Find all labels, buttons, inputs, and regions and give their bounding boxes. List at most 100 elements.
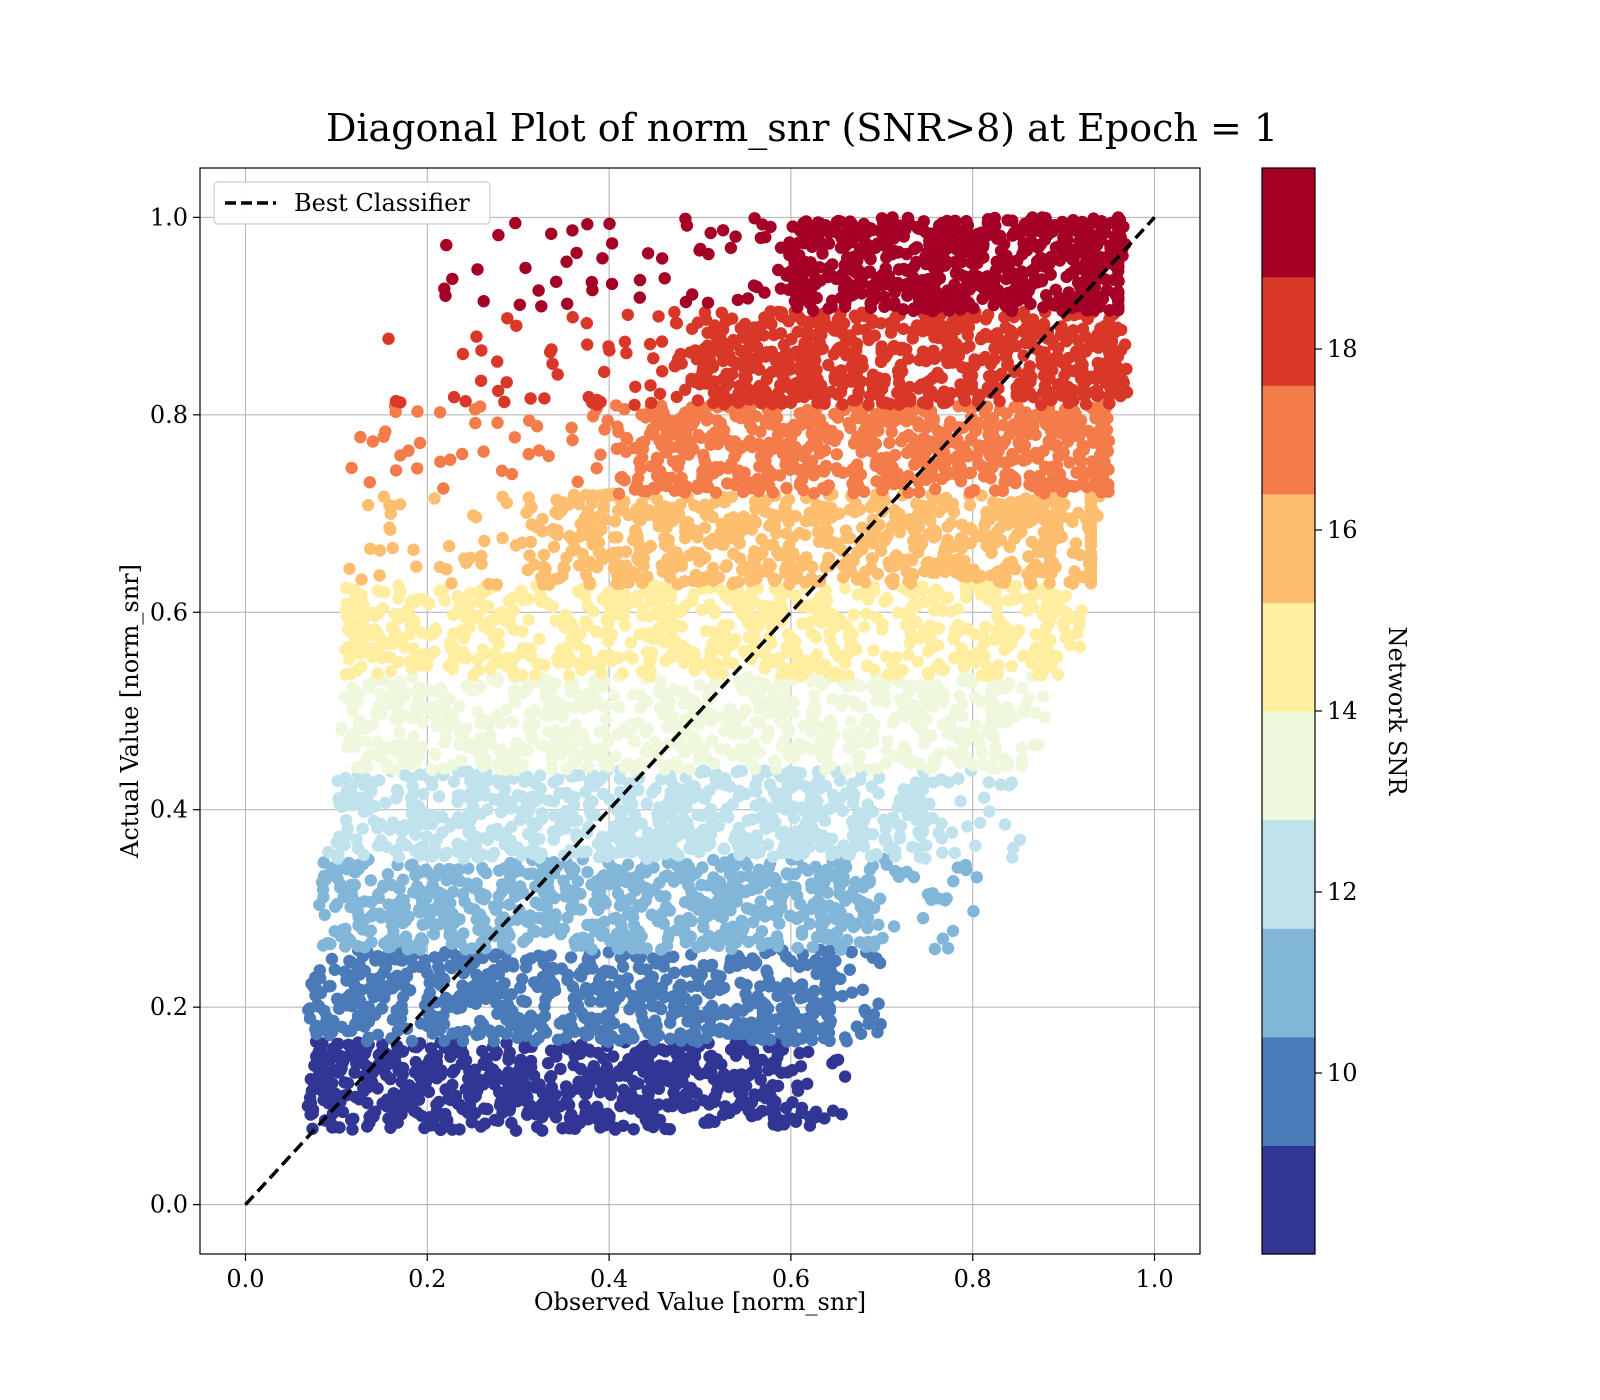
- scatter-point: [380, 1100, 393, 1113]
- scatter-point: [886, 811, 900, 824]
- scatter-point: [516, 536, 529, 549]
- scatter-point: [318, 908, 331, 922]
- scatter-point: [736, 563, 749, 577]
- scatter-point: [692, 547, 706, 560]
- scatter-point: [362, 1031, 375, 1044]
- scatter-point: [663, 926, 676, 940]
- scatter-point: [893, 526, 906, 539]
- scatter-point: [979, 532, 992, 545]
- scatter-point: [628, 524, 642, 538]
- scatter-point: [397, 990, 410, 1004]
- scatter-point: [670, 859, 683, 872]
- scatter-point: [994, 534, 1008, 547]
- scatter-point: [661, 720, 674, 734]
- scatter-point: [930, 660, 943, 674]
- scatter-point: [871, 567, 884, 581]
- scatter-point: [642, 1088, 655, 1101]
- scatter-point: [453, 989, 466, 1003]
- scatter-point: [703, 1050, 716, 1064]
- scatter-point: [741, 840, 755, 853]
- scatter-point: [371, 667, 384, 680]
- scatter-point: [838, 1031, 852, 1044]
- scatter-point: [787, 811, 801, 825]
- scatter-point: [974, 816, 987, 829]
- scatter-point: [787, 667, 800, 681]
- scatter-point: [876, 931, 889, 945]
- scatter-point: [460, 740, 473, 753]
- scatter-point: [466, 1067, 480, 1081]
- scatter-point: [801, 617, 814, 630]
- scatter-point: [347, 969, 360, 982]
- scatter-point: [1007, 708, 1021, 721]
- scatter-point: [397, 893, 410, 907]
- scatter-point: [775, 986, 788, 1000]
- scatter-point: [614, 577, 627, 590]
- scatter-point: [801, 864, 815, 877]
- scatter-point: [941, 520, 954, 533]
- scatter-point: [643, 669, 656, 683]
- scatter-point: [596, 787, 610, 801]
- scatter-point: [609, 819, 622, 833]
- scatter-point: [426, 700, 439, 714]
- scatter-point: [379, 796, 392, 809]
- scatter-point: [561, 911, 574, 924]
- scatter-point: [697, 823, 710, 836]
- scatter-point: [373, 544, 387, 557]
- scatter-point: [343, 562, 356, 575]
- scatter-point: [932, 826, 945, 840]
- scatter-point: [851, 546, 864, 559]
- scatter-point: [1025, 563, 1038, 576]
- scatter-point: [341, 740, 354, 754]
- scatter-point: [350, 591, 363, 605]
- scatter-point: [960, 671, 974, 684]
- scatter-point: [837, 875, 850, 888]
- scatter-point: [610, 928, 623, 941]
- scatter-point: [503, 795, 516, 809]
- scatter-point: [607, 689, 621, 702]
- scatter-point: [488, 900, 501, 913]
- scatter-point: [576, 658, 589, 671]
- scatter-point: [543, 675, 556, 688]
- scatter-point: [532, 1031, 545, 1045]
- scatter-point: [1026, 657, 1040, 670]
- scatter-point: [773, 917, 786, 930]
- scatter-point: [573, 559, 586, 572]
- scatter-point: [632, 757, 646, 771]
- scatter-point: [1084, 496, 1098, 509]
- scatter-point: [395, 749, 409, 763]
- scatter-point: [586, 918, 599, 931]
- scatter-point: [836, 804, 849, 817]
- scatter-point: [375, 911, 388, 924]
- scatter-point: [781, 628, 795, 641]
- scatter-point: [425, 763, 439, 776]
- scatter-point: [364, 924, 377, 937]
- scatter-point: [766, 1096, 779, 1109]
- scatter-point: [998, 818, 1012, 831]
- scatter-point: [546, 825, 560, 838]
- scatter-point: [701, 1023, 714, 1036]
- scatter-point: [816, 509, 829, 522]
- scatter-point: [994, 778, 1007, 791]
- scatter-point: [691, 741, 704, 754]
- scatter-point: [779, 1101, 793, 1115]
- scatter-point: [873, 956, 887, 970]
- scatter-point: [905, 840, 919, 854]
- scatter-point: [695, 878, 708, 892]
- scatter-point: [353, 721, 367, 734]
- scatter-point: [473, 595, 486, 609]
- scatter-point: [508, 688, 521, 701]
- scatter-point: [564, 951, 578, 964]
- scatter-point: [974, 582, 987, 596]
- scatter-point: [658, 538, 672, 552]
- scatter-point: [929, 525, 943, 538]
- scatter-point: [393, 726, 406, 739]
- scatter-point: [344, 625, 357, 638]
- scatter-point: [961, 622, 974, 636]
- scatter-point: [474, 754, 487, 768]
- scatter-point: [614, 835, 627, 848]
- scatter-point: [390, 820, 403, 833]
- scatter-point: [452, 600, 466, 614]
- scatter-point: [325, 1026, 339, 1039]
- scatter-point: [545, 1081, 558, 1094]
- scatter-point: [537, 560, 550, 574]
